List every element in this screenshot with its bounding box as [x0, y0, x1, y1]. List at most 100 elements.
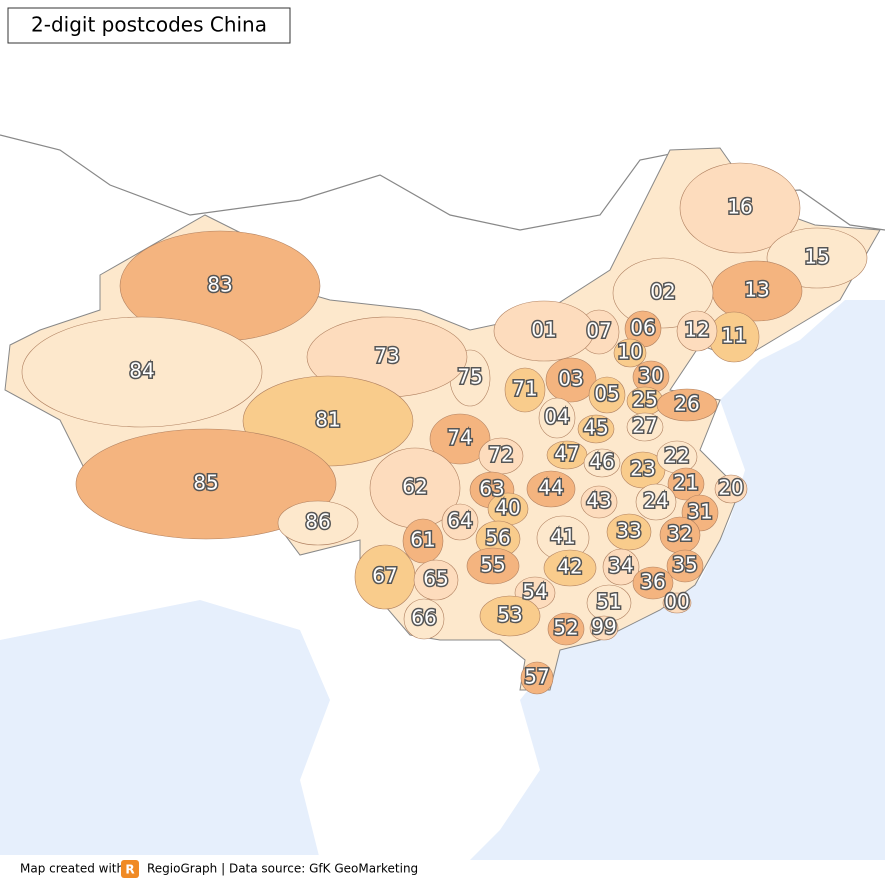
- region: [429, 413, 491, 465]
- region: [543, 549, 597, 587]
- region: [714, 474, 748, 504]
- region-label: 00: [664, 590, 689, 614]
- region: [612, 257, 714, 329]
- region: [526, 470, 576, 508]
- region-label: 57: [524, 665, 549, 689]
- region: [632, 566, 674, 600]
- region: [667, 467, 705, 501]
- region-label: 55: [480, 553, 505, 577]
- region: [441, 503, 479, 541]
- region-label: 11: [721, 324, 746, 348]
- region-label: 05: [594, 382, 619, 406]
- region-label: 52: [553, 616, 578, 640]
- region-label: 02: [650, 280, 675, 304]
- region-label: 67: [372, 564, 397, 588]
- region-label: 56: [485, 526, 510, 550]
- region: [402, 518, 444, 564]
- region: [403, 598, 445, 640]
- region-label: 15: [804, 245, 829, 269]
- region-label: 16: [727, 195, 752, 219]
- region-label: 83: [207, 273, 232, 297]
- region-label: 53: [497, 603, 522, 627]
- region-label: 86: [305, 510, 330, 534]
- region-label: 07: [586, 319, 611, 343]
- region: [479, 595, 541, 637]
- region: [662, 592, 692, 614]
- title-box: [7, 7, 291, 44]
- region: [588, 376, 626, 414]
- region-label: 51: [596, 590, 621, 614]
- region-label: 99: [591, 615, 616, 639]
- region-label: 61: [410, 528, 435, 552]
- region: [547, 612, 585, 646]
- region-label: 43: [586, 489, 611, 513]
- region-label: 85: [193, 471, 218, 495]
- region: [589, 615, 619, 641]
- region-label: 41: [550, 525, 575, 549]
- region: [577, 414, 615, 444]
- region-label: 72: [488, 443, 513, 467]
- region-label: 40: [495, 496, 520, 520]
- region-label: 33: [616, 519, 641, 543]
- region-label: 62: [402, 475, 427, 499]
- region: [520, 661, 554, 695]
- region-label: 34: [608, 554, 633, 578]
- regions: [21, 162, 868, 695]
- region-label: 65: [423, 567, 448, 591]
- region-label: 23: [630, 457, 655, 481]
- region-label: 44: [538, 476, 563, 500]
- region-label: 30: [638, 364, 663, 388]
- region-label: 01: [531, 318, 556, 342]
- logo-icon: [121, 860, 139, 878]
- region-label: 36: [640, 570, 665, 594]
- region: [545, 357, 597, 403]
- region: [679, 162, 801, 254]
- region: [493, 300, 595, 362]
- region-label: 84: [129, 359, 154, 383]
- region: [277, 500, 359, 546]
- region-label: 35: [672, 553, 697, 577]
- footer-box: [0, 855, 412, 885]
- region-label: 24: [643, 489, 668, 513]
- footer-source: RegioGraph | Data source: GfK GeoMarketi…: [147, 862, 418, 876]
- region-label: 73: [374, 344, 399, 368]
- region: [580, 485, 618, 519]
- region: [21, 316, 263, 428]
- region-label: 06: [630, 316, 655, 340]
- region-label: 10: [617, 340, 642, 364]
- region: [466, 547, 520, 585]
- region-label: 75: [457, 365, 482, 389]
- region-label: 13: [744, 278, 769, 302]
- region: [656, 388, 718, 422]
- region: [538, 397, 576, 439]
- region: [606, 513, 652, 551]
- region: [613, 338, 647, 368]
- region-label: 64: [447, 509, 472, 533]
- region-label: 71: [512, 377, 537, 401]
- title: 2-digit postcodes China: [31, 13, 267, 37]
- region-label: 63: [479, 477, 504, 501]
- region: [626, 412, 664, 442]
- region-label: 66: [411, 606, 436, 630]
- region-label: 22: [664, 444, 689, 468]
- region: [635, 483, 677, 521]
- region-label: 25: [632, 388, 657, 412]
- region: [75, 428, 337, 540]
- region-label: 45: [583, 416, 608, 440]
- region-label: 32: [667, 522, 692, 546]
- region: [602, 548, 640, 586]
- region-label: 81: [315, 408, 340, 432]
- region: [504, 367, 546, 413]
- footer-prefix: Map created with: [20, 862, 124, 876]
- region: [676, 310, 718, 352]
- region-label: 54: [522, 580, 547, 604]
- region-label: 74: [447, 426, 472, 450]
- logo-letter: R: [125, 863, 134, 877]
- region-label: 20: [718, 476, 743, 500]
- region-label: 04: [544, 405, 569, 429]
- region-label: 21: [673, 471, 698, 495]
- region: [666, 549, 704, 583]
- region-label: 46: [589, 450, 614, 474]
